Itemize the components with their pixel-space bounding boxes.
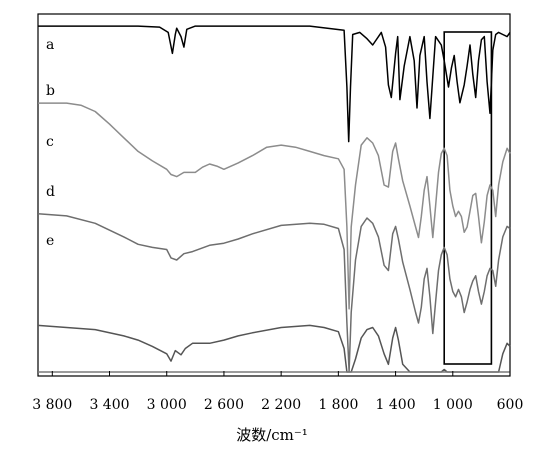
x-tick-label: 3 800 [32,397,72,413]
highlight-box [443,31,493,365]
x-tick-label: 2 200 [261,397,301,413]
series-label-d: d [46,184,55,200]
x-ticks: 3 800 3 400 3 000 2 600 2 200 1 800 1 400 1 000… [32,371,523,413]
series-label-e: e [46,233,54,249]
series-label-a: a [46,37,54,53]
series-label-c: c [46,134,54,150]
x-tick-label: 3 400 [89,397,129,413]
series-line-b [38,102,511,310]
series-group: a b c d e [37,25,511,373]
series-line-c [37,213,511,373]
series-line-d [37,324,511,373]
x-axis-title: 波数/cm⁻¹ [236,426,308,444]
x-tick-label: 1 800 [318,397,358,413]
x-tick-label: 2 600 [204,397,244,413]
x-tick-label: 600 [497,397,524,413]
series-label-b: b [46,83,55,99]
x-tick-label: 1 000 [433,397,473,413]
plot-frame [37,13,511,377]
x-tick-label: 3 000 [147,397,187,413]
x-tick-label: 1 400 [376,397,416,413]
series-line-a [38,25,511,143]
